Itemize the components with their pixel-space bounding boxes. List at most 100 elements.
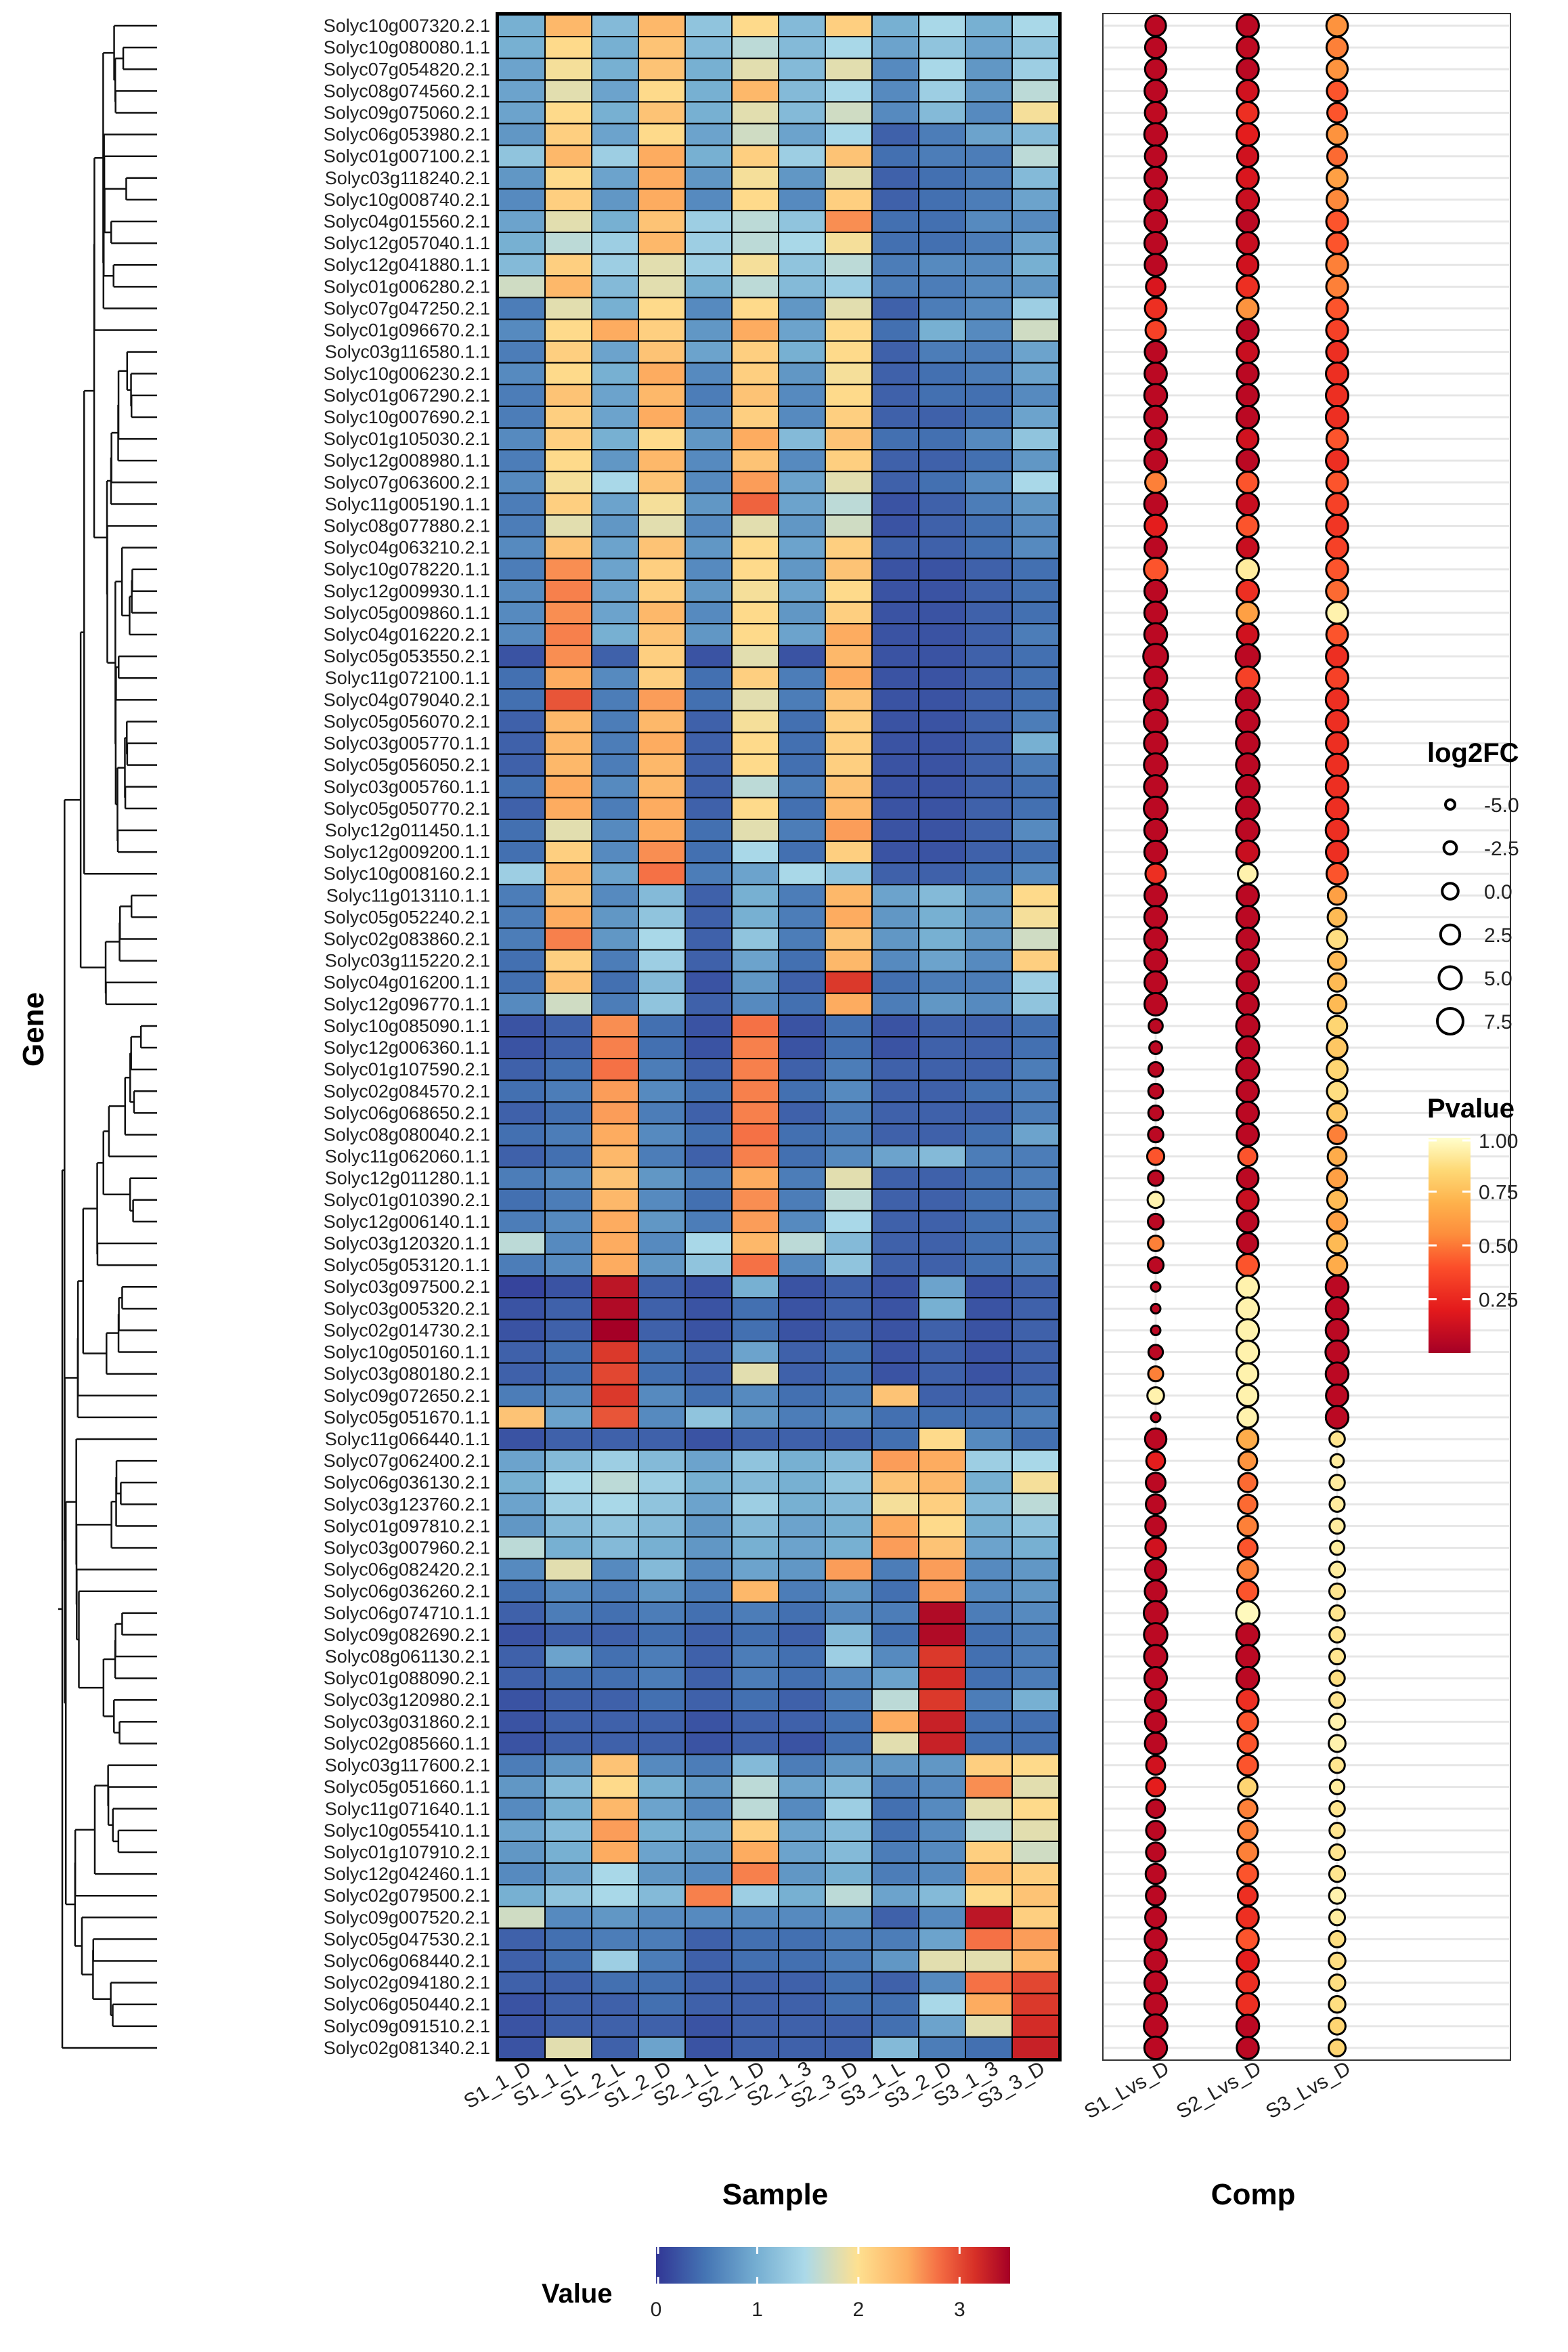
heatmap-cell (591, 645, 639, 668)
dot-point (1236, 339, 1260, 364)
dot-point (1325, 579, 1349, 603)
heatmap-cell (918, 405, 966, 429)
dot-point (1235, 1340, 1261, 1365)
heatmap-cell (965, 1058, 1013, 1082)
heatmap-cell (498, 1601, 546, 1625)
dot-point (1143, 622, 1169, 647)
heatmap-cell (638, 1536, 686, 1560)
dot-point (1143, 231, 1169, 256)
heatmap-cell (825, 318, 873, 342)
heatmap-cell (544, 775, 592, 798)
heatmap-cell (638, 144, 686, 168)
heatmap-cell (731, 666, 779, 690)
dot-point (1236, 1753, 1259, 1777)
heatmap-cell (731, 362, 779, 385)
heatmap-cell (825, 1667, 873, 1690)
dot-point (1325, 340, 1349, 364)
heatmap-cell (965, 405, 1013, 429)
heatmap-cell (1011, 970, 1060, 994)
heatmap-cell (965, 1188, 1013, 1212)
heatmap-cell (498, 1514, 546, 1538)
dot-point (1236, 166, 1260, 190)
heatmap-cell (778, 2014, 826, 2038)
heatmap-cell (965, 79, 1013, 103)
heatmap-cell (684, 1884, 733, 1908)
heatmap-cell (498, 1775, 546, 1799)
heatmap-cell (1011, 927, 1060, 951)
heatmap-cell (638, 79, 686, 103)
heatmap-cell (871, 970, 919, 994)
heatmap-cell (591, 1210, 639, 1233)
heatmap-cell (684, 688, 733, 712)
heatmap-cell (1011, 2014, 1060, 2038)
heatmap-cell (638, 1101, 686, 1125)
heatmap-cell (731, 992, 779, 1016)
heatmap-cell (638, 1036, 686, 1060)
dot-point (1328, 1822, 1346, 1839)
heatmap-cell (778, 1297, 826, 1321)
heatmap-cell (1011, 536, 1060, 559)
heatmap-cell (638, 1601, 686, 1625)
heatmap-cell (778, 492, 826, 516)
heatmap-cell (684, 1079, 733, 1103)
heatmap-cell (1011, 1884, 1060, 1908)
heatmap-cell (731, 818, 779, 842)
gene-label: Solyc09g091510.2.1 (324, 2016, 490, 2036)
gene-label: Solyc09g007520.2.1 (324, 1907, 490, 1927)
heatmap-cell (638, 601, 686, 624)
heatmap-cell (918, 471, 966, 494)
heatmap-cell (544, 1362, 592, 1386)
dot-point (1326, 1124, 1348, 1145)
dot-point (1236, 1427, 1260, 1451)
dot-point (1328, 1626, 1346, 1644)
heatmap-cell (544, 949, 592, 972)
heatmap-cell (731, 1362, 779, 1386)
heatmap-cell (684, 1667, 733, 1690)
dot-point (1143, 752, 1169, 778)
heatmap-cell (498, 209, 546, 234)
heatmap-cell (731, 862, 779, 886)
dot-point (1236, 2036, 1260, 2060)
dot-point (1326, 1232, 1349, 1255)
heatmap-cell (871, 753, 919, 777)
heatmap-cell (544, 1558, 592, 1581)
heatmap-cell (498, 275, 546, 299)
heatmap-cell (871, 1036, 919, 1060)
heatmap-cell (918, 1971, 966, 1994)
heatmap-cell (684, 405, 733, 429)
heatmap-cell (825, 209, 873, 234)
heatmap-cell (544, 1231, 592, 1256)
gene-label: Solyc10g007320.2.1 (324, 16, 490, 36)
dot-point (1236, 35, 1260, 60)
heatmap-cell (684, 1275, 733, 1299)
dot-point (1143, 730, 1169, 756)
heatmap-cell (965, 688, 1013, 712)
heatmap-cell (638, 1449, 686, 1473)
heatmap-cell (778, 1818, 826, 1842)
heatmap-cell (731, 579, 779, 603)
heatmap-cell (498, 1884, 546, 1908)
heatmap-cell (778, 536, 826, 559)
gene-label: Solyc01g105030.2.1 (324, 429, 490, 449)
gene-label: Solyc03g007960.2.1 (324, 1538, 490, 1558)
heatmap-cell (918, 536, 966, 559)
gene-label: Solyc03g120320.1.1 (324, 1233, 490, 1254)
heatmap-cell (591, 536, 639, 559)
heatmap-cell (825, 1405, 873, 1429)
dot-point (1237, 1776, 1259, 1798)
heatmap-cell (498, 1971, 546, 1994)
heatmap-cell (871, 253, 919, 277)
heatmap-cell (825, 796, 873, 820)
heatmap-cell (684, 449, 733, 473)
heatmap-cell (731, 318, 779, 342)
heatmap-cell (544, 253, 592, 277)
heatmap-cell (918, 1210, 966, 1233)
heatmap-cell (544, 383, 592, 407)
heatmap-cell (918, 1775, 966, 1799)
gene-label: Solyc03g117600.2.1 (325, 1755, 490, 1776)
heatmap-cell (638, 14, 686, 38)
heatmap-cell (965, 1319, 1013, 1342)
dot-point (1326, 885, 1348, 906)
heatmap-cell (684, 1753, 733, 1777)
heatmap-cell (731, 1254, 779, 1277)
